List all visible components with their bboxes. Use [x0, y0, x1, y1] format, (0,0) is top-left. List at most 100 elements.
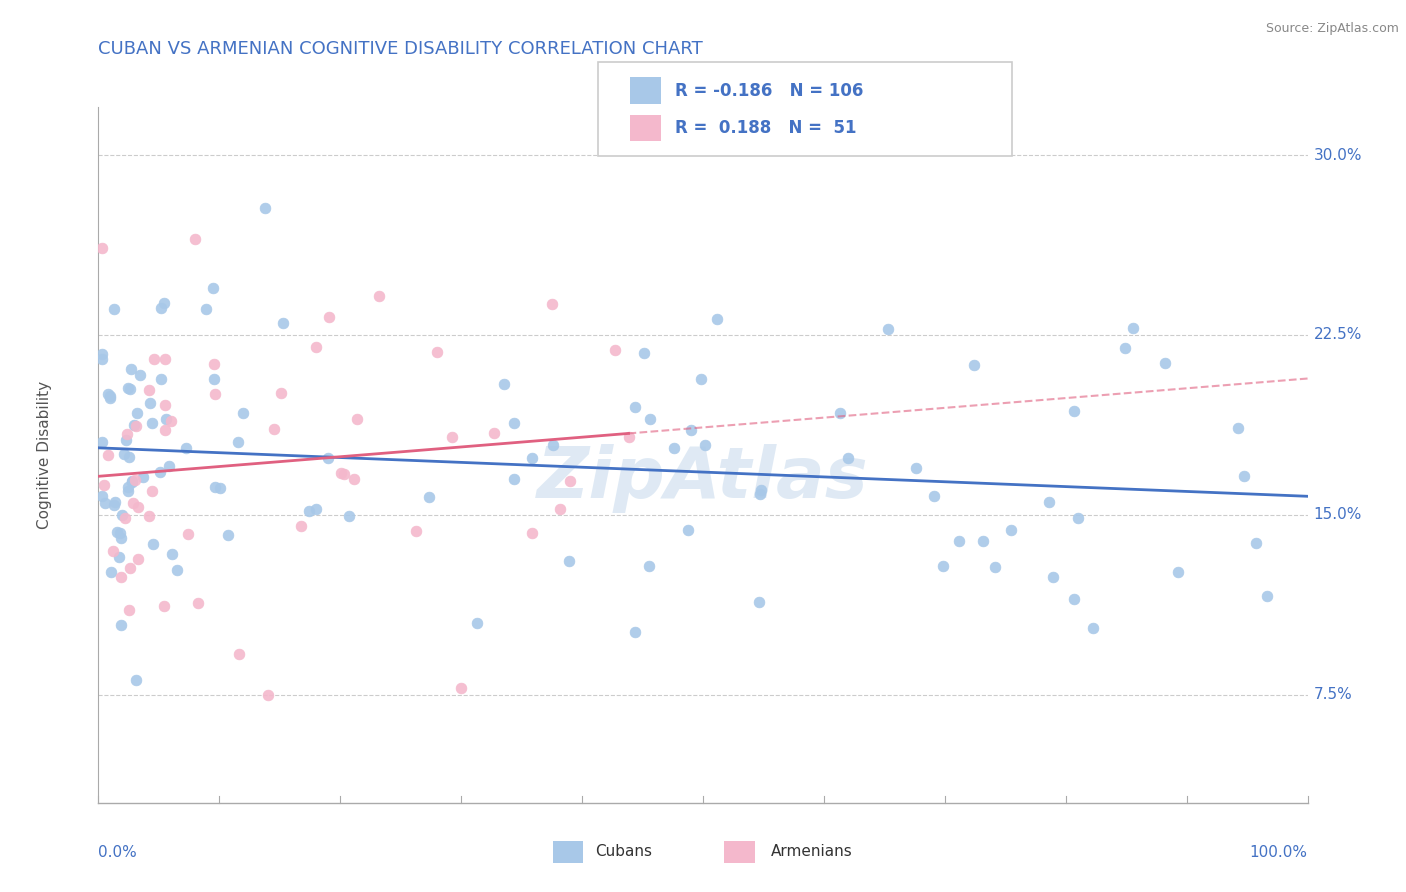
Point — [984, 560, 1007, 574]
Point — [492, 376, 515, 391]
Point — [837, 450, 859, 465]
Point — [1081, 621, 1104, 635]
Point — [204, 387, 226, 401]
Point — [1063, 404, 1085, 418]
Point — [426, 345, 449, 359]
Point — [343, 472, 366, 486]
Point — [502, 472, 524, 486]
Point — [121, 475, 143, 489]
Point — [118, 382, 141, 396]
Point — [187, 596, 209, 610]
Point — [548, 502, 571, 516]
Point — [695, 438, 717, 452]
Point — [110, 569, 132, 583]
Point — [217, 527, 239, 541]
Point — [706, 312, 728, 326]
Point — [748, 487, 770, 501]
Point — [125, 406, 148, 420]
Point — [125, 419, 148, 434]
Text: Armenians: Armenians — [770, 845, 852, 859]
Point — [1038, 495, 1060, 509]
Point — [541, 297, 564, 311]
Point — [138, 383, 160, 397]
Point — [1153, 356, 1175, 370]
Text: R =  0.188   N =  51: R = 0.188 N = 51 — [675, 119, 856, 136]
Point — [502, 416, 524, 430]
Point — [543, 438, 565, 452]
Point — [122, 496, 145, 510]
Point — [290, 519, 312, 533]
Point — [558, 554, 581, 568]
Point — [624, 400, 647, 414]
Point — [876, 322, 898, 336]
Point — [100, 565, 122, 579]
Text: R = -0.186   N = 106: R = -0.186 N = 106 — [675, 82, 863, 100]
Point — [108, 550, 131, 565]
Point — [263, 421, 285, 435]
Text: 15.0%: 15.0% — [1313, 508, 1362, 523]
Point — [91, 241, 114, 255]
Point — [337, 508, 360, 523]
Point — [118, 603, 141, 617]
Point — [127, 500, 149, 515]
Point — [118, 561, 141, 575]
Point — [97, 387, 120, 401]
Point — [117, 480, 139, 494]
Point — [1122, 320, 1144, 334]
Point — [153, 599, 176, 614]
Point — [228, 647, 250, 661]
Point — [91, 352, 114, 367]
Point — [316, 450, 339, 465]
Point — [98, 391, 121, 405]
Point — [166, 563, 188, 577]
Point — [638, 411, 661, 425]
Point — [155, 412, 177, 426]
Point — [603, 343, 626, 357]
Point — [120, 362, 142, 376]
Point — [149, 301, 172, 316]
Point — [201, 281, 224, 295]
Point — [149, 371, 172, 385]
Point — [101, 543, 124, 558]
Point — [450, 681, 472, 695]
Point — [124, 473, 146, 487]
Point — [176, 442, 198, 456]
Point — [114, 511, 136, 525]
Point — [748, 595, 770, 609]
Point — [690, 371, 713, 385]
Point — [208, 481, 231, 495]
Point — [828, 406, 851, 420]
Point — [679, 423, 702, 437]
Point — [194, 301, 217, 316]
Point — [1246, 535, 1268, 549]
Point — [368, 289, 391, 303]
Point — [110, 525, 132, 540]
Point — [1114, 341, 1136, 355]
Point — [922, 489, 945, 503]
Point — [118, 450, 141, 465]
Point — [346, 412, 368, 426]
Point — [117, 483, 139, 498]
Point — [418, 490, 440, 504]
Point — [91, 489, 114, 503]
Point — [184, 232, 207, 246]
Point — [558, 474, 581, 488]
Point — [104, 494, 127, 508]
Point — [177, 527, 200, 541]
Point — [125, 673, 148, 687]
Point — [117, 381, 139, 395]
Point — [1067, 511, 1090, 525]
Text: CUBAN VS ARMENIAN COGNITIVE DISABILITY CORRELATION CHART: CUBAN VS ARMENIAN COGNITIVE DISABILITY C… — [98, 40, 703, 58]
Point — [159, 413, 181, 427]
Point — [141, 483, 163, 498]
Point — [228, 434, 250, 449]
Point — [932, 559, 955, 574]
Point — [637, 558, 659, 573]
Point — [440, 430, 463, 444]
Point — [94, 496, 117, 510]
Point — [202, 357, 225, 371]
Point — [204, 480, 226, 494]
Point — [904, 461, 927, 475]
Text: 100.0%: 100.0% — [1250, 845, 1308, 860]
Text: Cubans: Cubans — [595, 845, 652, 859]
